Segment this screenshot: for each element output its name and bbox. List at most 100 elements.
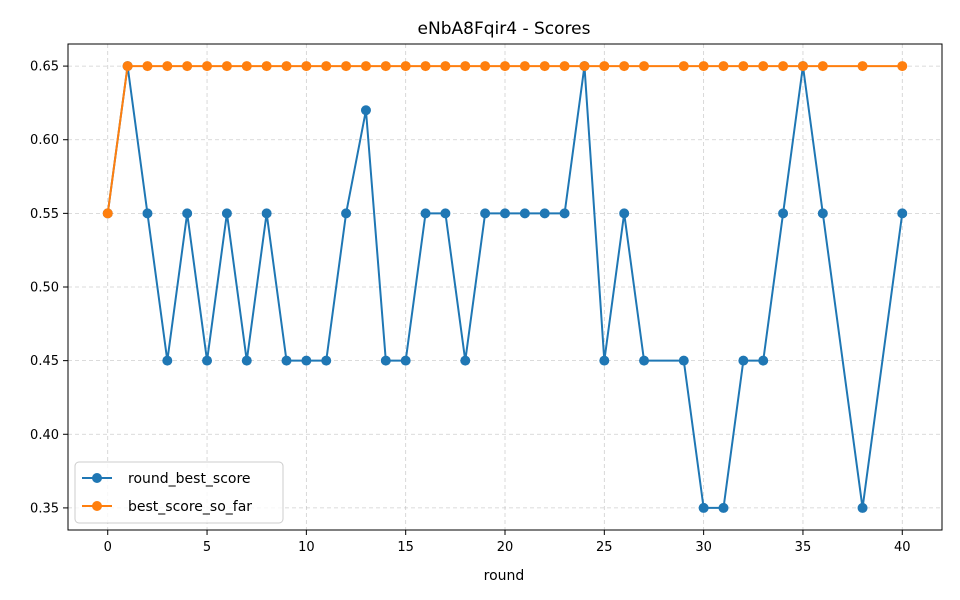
series-layer (102, 61, 908, 513)
data-point-round_best_score (718, 502, 729, 513)
data-point-best_score_so_far (579, 61, 590, 72)
data-point-best_score_so_far (301, 61, 312, 72)
data-point-best_score_so_far (221, 61, 232, 72)
data-point-round_best_score (440, 208, 451, 219)
data-point-best_score_so_far (678, 61, 689, 72)
data-point-round_best_score (519, 208, 530, 219)
data-point-best_score_so_far (797, 61, 808, 72)
series-line-round_best_score (106, 65, 904, 509)
data-point-best_score_so_far (321, 61, 332, 72)
y-tick-label: 0.55 (30, 207, 59, 222)
data-point-best_score_so_far (778, 61, 789, 72)
data-point-best_score_so_far (202, 61, 213, 72)
data-point-best_score_so_far (539, 61, 550, 72)
data-point-round_best_score (639, 355, 650, 366)
data-point-best_score_so_far (758, 61, 769, 72)
legend: round_best_score best_score_so_far (74, 461, 284, 524)
data-point-best_score_so_far (142, 61, 153, 72)
data-point-best_score_so_far (162, 61, 173, 72)
x-tick-label: 30 (695, 540, 712, 555)
data-point-best_score_so_far (460, 61, 471, 72)
data-point-round_best_score (460, 355, 471, 366)
y-tick-label: 0.40 (30, 428, 59, 443)
legend-label: best_score_so_far (128, 499, 252, 515)
data-point-best_score_so_far (261, 61, 272, 72)
chart-title: eNbA8Fqir4 - Scores (418, 19, 591, 39)
data-point-best_score_so_far (241, 61, 252, 72)
data-point-round_best_score (857, 502, 868, 513)
data-point-round_best_score (261, 208, 272, 219)
data-point-best_score_so_far (619, 61, 630, 72)
data-point-best_score_so_far (341, 61, 352, 72)
data-point-best_score_so_far (360, 61, 371, 72)
x-tick-label: 0 (104, 540, 112, 555)
data-point-round_best_score (281, 355, 292, 366)
series-best_score_so_far (102, 61, 908, 219)
data-point-best_score_so_far (122, 61, 133, 72)
data-point-best_score_so_far (817, 61, 828, 72)
legend-swatch-marker (92, 473, 102, 483)
data-point-best_score_so_far (480, 61, 491, 72)
data-point-round_best_score (301, 355, 312, 366)
data-point-round_best_score (241, 355, 252, 366)
legend-swatch-marker (92, 501, 102, 511)
y-tick-label: 0.60 (30, 133, 59, 148)
data-point-round_best_score (480, 208, 491, 219)
y-tick-label: 0.50 (30, 281, 59, 296)
data-point-best_score_so_far (440, 61, 451, 72)
y-tick-label: 0.65 (30, 60, 59, 75)
data-point-best_score_so_far (857, 61, 868, 72)
data-point-round_best_score (698, 502, 709, 513)
data-point-best_score_so_far (420, 61, 431, 72)
data-point-round_best_score (221, 208, 232, 219)
data-point-round_best_score (162, 355, 173, 366)
data-point-round_best_score (817, 208, 828, 219)
x-tick-label: 40 (894, 540, 911, 555)
x-tick-label: 10 (298, 540, 315, 555)
data-point-best_score_so_far (519, 61, 530, 72)
data-point-best_score_so_far (500, 61, 510, 72)
x-tick-label: 35 (795, 540, 812, 555)
data-point-round_best_score (897, 208, 908, 219)
data-point-round_best_score (202, 355, 213, 366)
data-point-best_score_so_far (182, 61, 193, 72)
x-tick-label: 15 (397, 540, 414, 555)
data-point-best_score_so_far (559, 61, 570, 72)
legend-box (74, 461, 284, 524)
data-point-best_score_so_far (281, 61, 292, 72)
data-point-round_best_score (360, 105, 371, 116)
data-point-round_best_score (619, 208, 630, 219)
data-point-best_score_so_far (599, 61, 610, 72)
data-point-round_best_score (738, 355, 749, 366)
y-tick-label: 0.45 (30, 354, 59, 369)
data-point-round_best_score (599, 355, 610, 366)
data-point-best_score_so_far (380, 61, 391, 72)
data-point-best_score_so_far (718, 61, 729, 72)
data-point-best_score_so_far (400, 61, 411, 72)
data-point-best_score_so_far (897, 61, 908, 72)
data-point-round_best_score (559, 208, 570, 219)
data-point-round_best_score (420, 208, 431, 219)
y-tick-label: 0.35 (30, 501, 59, 516)
data-point-round_best_score (500, 208, 510, 219)
x-tick-label: 20 (497, 540, 514, 555)
data-point-round_best_score (341, 208, 352, 219)
data-point-round_best_score (380, 355, 391, 366)
data-point-round_best_score (142, 208, 153, 219)
legend-label: round_best_score (128, 471, 251, 487)
x-tick-label: 25 (596, 540, 613, 555)
data-point-round_best_score (678, 355, 689, 366)
data-point-round_best_score (778, 208, 789, 219)
data-point-best_score_so_far (639, 61, 650, 72)
data-point-round_best_score (400, 355, 411, 366)
axis-ticks: 0 5 10 15 20 25 30 35 40 0.35 0.40 0.45 0.50 0.55 0.60… (30, 60, 910, 555)
data-point-best_score_so_far (698, 61, 709, 72)
data-point-best_score_so_far (738, 61, 749, 72)
x-tick-label: 5 (203, 540, 211, 555)
data-point-best_score_so_far (102, 208, 113, 219)
x-axis-label: round (484, 568, 525, 584)
data-point-round_best_score (758, 355, 769, 366)
data-point-round_best_score (321, 355, 332, 366)
data-point-round_best_score (182, 208, 193, 219)
